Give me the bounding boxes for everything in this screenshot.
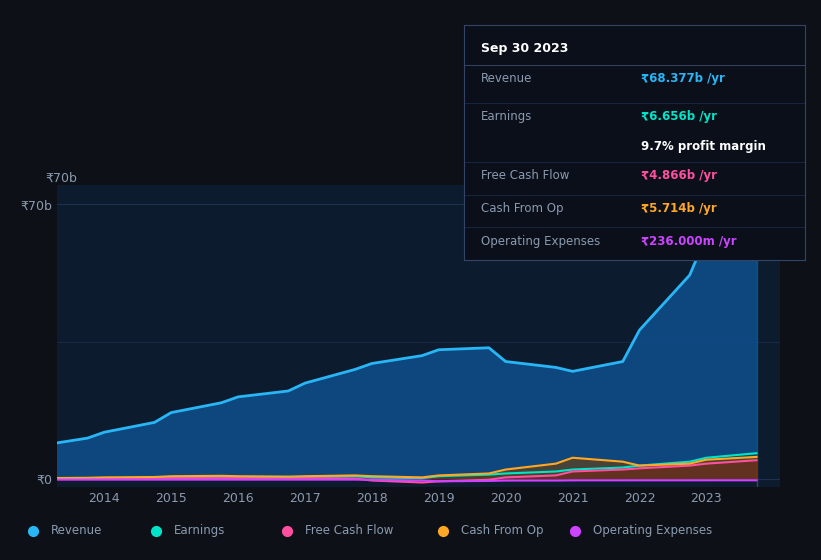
Text: 9.7% profit margin: 9.7% profit margin: [641, 141, 766, 153]
Text: Cash From Op: Cash From Op: [481, 202, 563, 214]
Text: Free Cash Flow: Free Cash Flow: [481, 169, 569, 181]
Text: Operating Expenses: Operating Expenses: [481, 235, 600, 248]
Text: Earnings: Earnings: [174, 524, 226, 538]
Text: Free Cash Flow: Free Cash Flow: [305, 524, 394, 538]
Text: ₹70b: ₹70b: [45, 172, 77, 185]
Text: Earnings: Earnings: [481, 110, 532, 123]
Text: ₹5.714b /yr: ₹5.714b /yr: [641, 202, 717, 214]
Text: Operating Expenses: Operating Expenses: [593, 524, 712, 538]
Text: ₹4.866b /yr: ₹4.866b /yr: [641, 169, 717, 181]
Text: ₹236.000m /yr: ₹236.000m /yr: [641, 235, 736, 248]
Text: ₹68.377b /yr: ₹68.377b /yr: [641, 72, 725, 85]
Text: Sep 30 2023: Sep 30 2023: [481, 41, 568, 55]
Text: Revenue: Revenue: [481, 72, 532, 85]
Text: ₹6.656b /yr: ₹6.656b /yr: [641, 110, 717, 123]
Text: Revenue: Revenue: [51, 524, 103, 538]
Text: Cash From Op: Cash From Op: [461, 524, 544, 538]
